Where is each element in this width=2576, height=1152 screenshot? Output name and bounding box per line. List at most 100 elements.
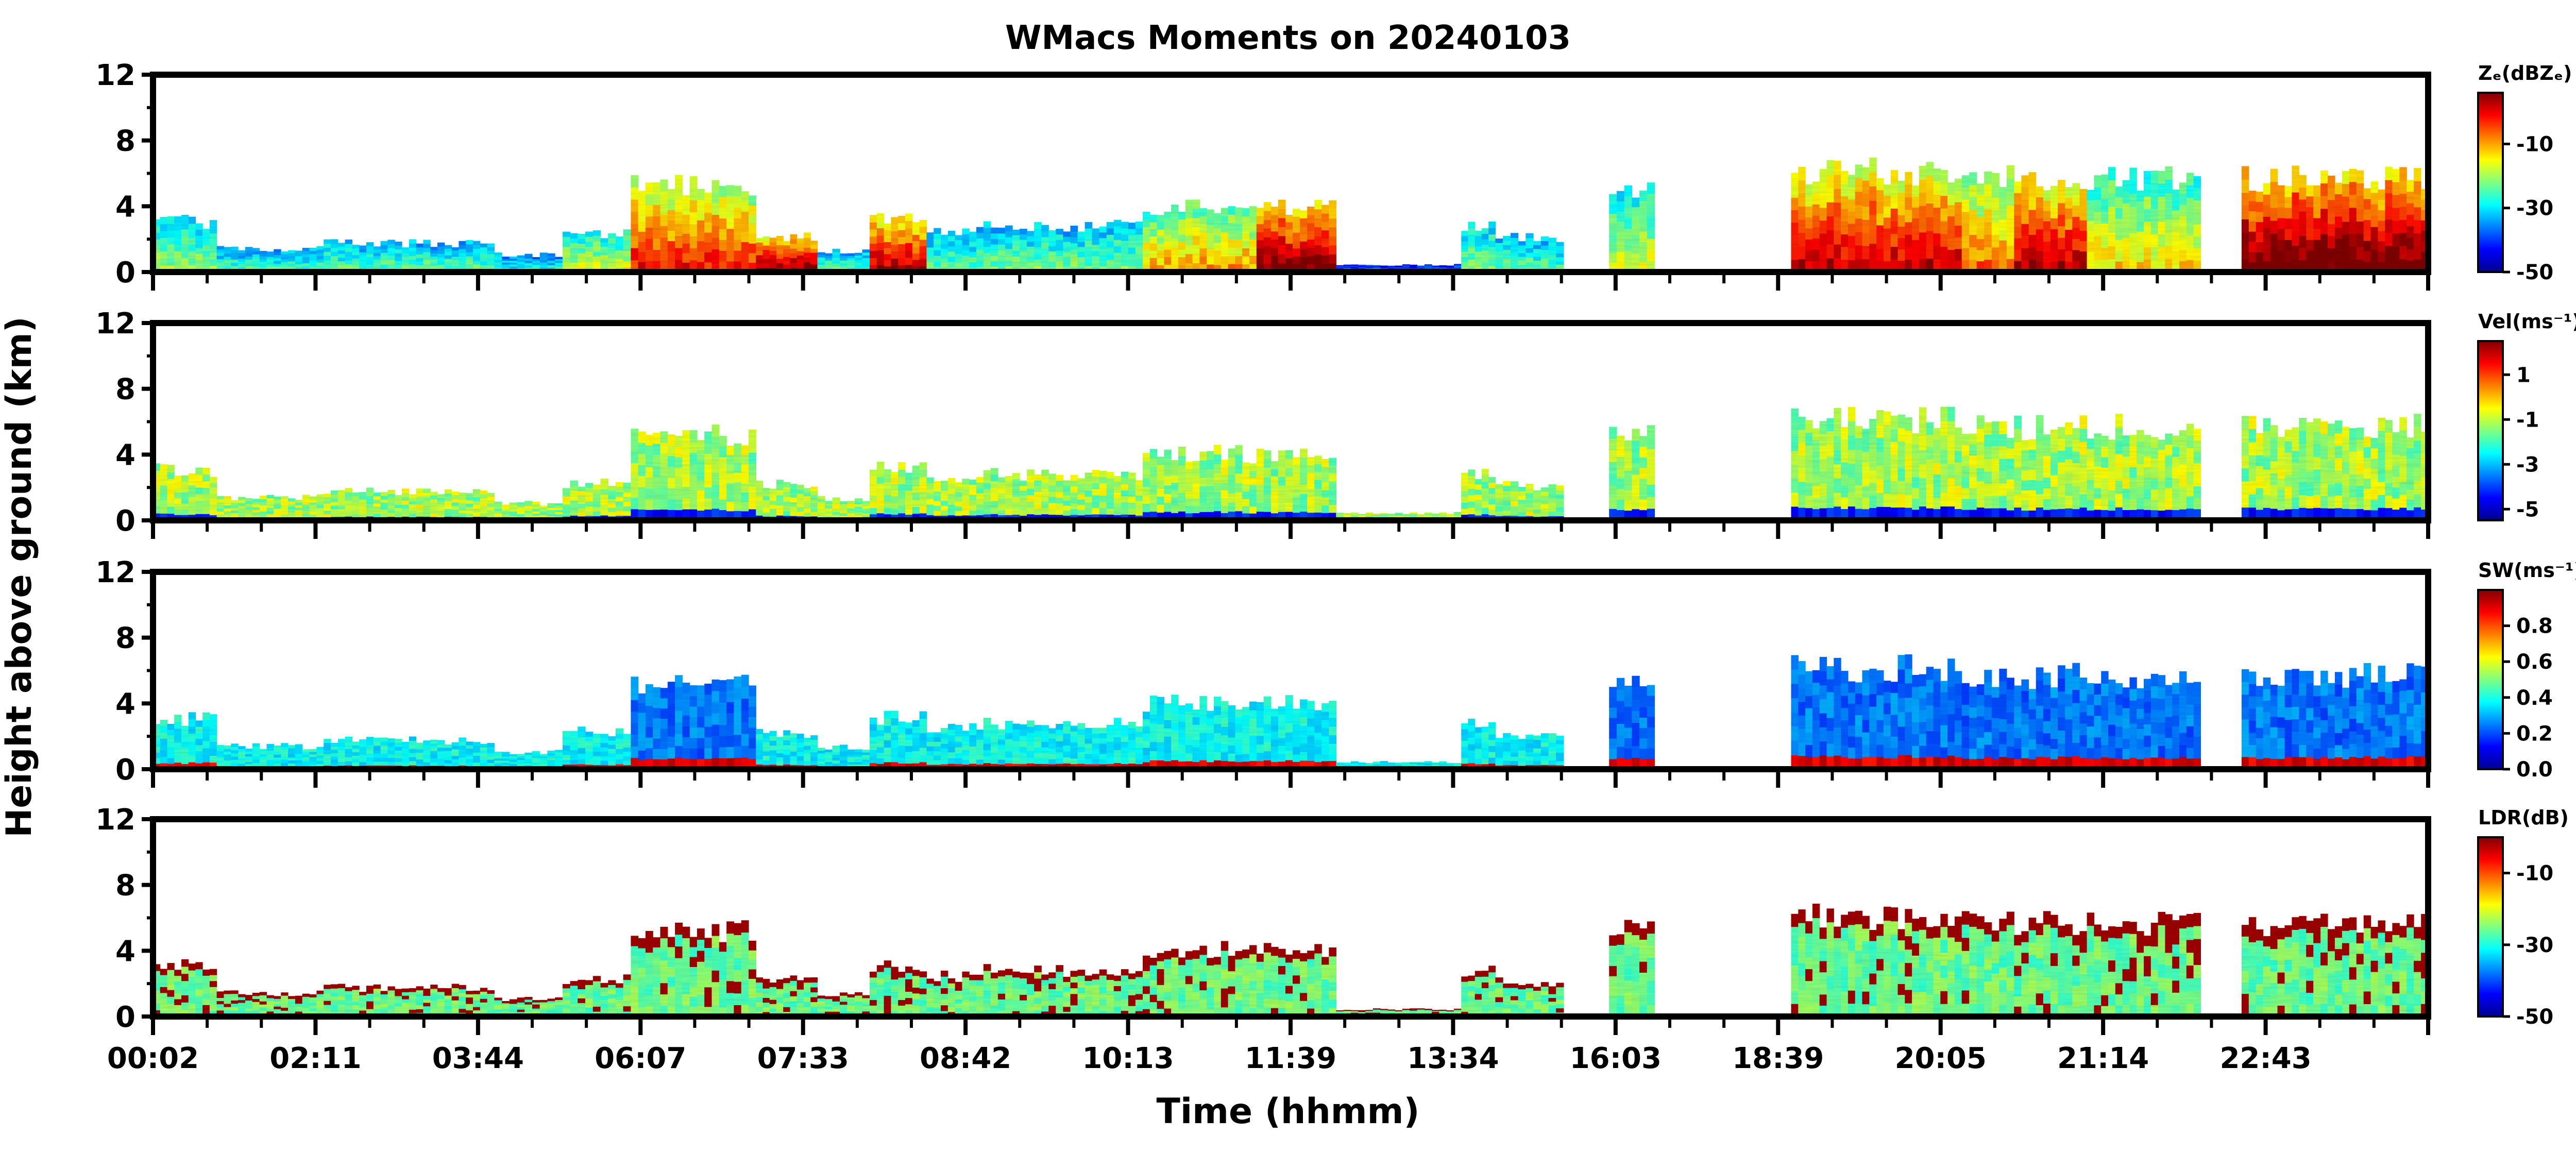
panel-reflectivity-cell-16-0-2 <box>1609 243 1617 253</box>
panel-velocity-cell-15-8-3 <box>1556 503 1564 508</box>
panel-velocity-cell-21-13-1 <box>2334 495 2343 509</box>
panel-velocity-cell-5-13-3 <box>726 483 734 493</box>
panel-reflectivity-cell-15-4-7 <box>1526 233 1534 239</box>
panel-velocity-cell-19-0-6 <box>2014 429 2022 443</box>
panel-velocity-cell-10-21-6 <box>1135 485 1143 491</box>
panel-velocity-cell-18-4-6 <box>1991 434 1999 447</box>
panel-spectrum-width-cell-0-0-2 <box>153 752 161 758</box>
panel-reflectivity-cell-21-14-5 <box>2342 196 2350 209</box>
panel-reflectivity-cell-3-5-2 <box>532 266 540 269</box>
panel-velocity-cell-10-19-3 <box>1121 496 1129 503</box>
panel-spectrum-width-cell-1-11-2 <box>295 759 303 764</box>
panel-reflectivity-cell-4-8-7 <box>623 229 631 235</box>
panel-velocity-cell-13-9-7 <box>1402 514 1410 515</box>
panel-velocity-cell-3-7-7 <box>547 503 555 506</box>
panel-reflectivity-cell-5-0-2 <box>631 235 639 248</box>
panel-velocity-cell-6-5-5 <box>790 493 798 498</box>
panel-velocity-cell-11-10-1 <box>1214 501 1222 512</box>
panel-spectrum-width-cell-0-3-1 <box>174 755 182 763</box>
panel-reflectivity-cell-20-0-5 <box>2087 210 2094 221</box>
panel-reflectivity-cell-1-10-3 <box>288 261 296 264</box>
panel-velocity-cell-5-6-4 <box>675 467 683 479</box>
panel-reflectivity-cell-8-1-5 <box>876 228 885 236</box>
panel-reflectivity-cell-8-3-4 <box>891 238 899 245</box>
panel-reflectivity-cell-18-6-1 <box>2006 245 2014 259</box>
panel-reflectivity-cell-21-18-2 <box>2370 238 2379 250</box>
panel-velocity-cell-10-3-1 <box>1005 509 1013 515</box>
panel-velocity-cell-0-1-3 <box>160 492 167 500</box>
panel-reflectivity-cell-0-7-7 <box>202 229 210 235</box>
panel-reflectivity-cell-1-2-3 <box>231 259 239 263</box>
panel-spectrum-width-cell-2-12-6 <box>409 740 417 745</box>
panel-velocity-cell-12-6-5 <box>1300 466 1308 476</box>
panel-velocity-cell-16-3-3 <box>1632 475 1640 486</box>
panel-velocity-cell-17-9-6 <box>1855 437 1863 450</box>
panel-spectrum-width-cell-1-11-7 <box>295 744 303 748</box>
panel-velocity-cell-1-13-4 <box>309 505 317 509</box>
panel-velocity-cell-17-23-4 <box>1954 462 1962 475</box>
panel-reflectivity-cell-18-5-1 <box>1999 250 2007 262</box>
panel-velocity-cell-3-0-1 <box>494 515 502 518</box>
panel-reflectivity-cell-7-1-7 <box>825 253 833 256</box>
panel-velocity-cell-13-10-4 <box>1410 515 1418 517</box>
panel-velocity-cell-17-20-4 <box>1933 463 1941 475</box>
panel-velocity-cell-3-2-4 <box>509 509 518 512</box>
panel-reflectivity-cell-10-14-1 <box>1084 259 1093 266</box>
panel-reflectivity-cell-2-9-3 <box>387 256 395 261</box>
panel-velocity-cell-1-12-3 <box>302 507 310 511</box>
panel-spectrum-width-cell-0-2-7 <box>167 724 175 730</box>
panel-velocity-cell-19-1-3 <box>2021 480 2029 491</box>
panel-reflectivity-cell-15-4-5 <box>1526 243 1534 248</box>
panel-reflectivity-cell-6-5-6 <box>790 239 798 244</box>
panel-reflectivity-cell-8-0-1 <box>870 258 877 265</box>
panel-reflectivity-cell-1-14-4 <box>316 256 324 260</box>
panel-reflectivity-cell-17-20-4 <box>1933 207 1941 221</box>
panel-reflectivity-cell-5-5-7 <box>667 189 675 200</box>
panel-velocity-cell-19-4-2 <box>2043 488 2051 499</box>
panel-reflectivity-cell-14-2-1 <box>1475 262 1482 267</box>
panel-reflectivity-cell-5-9-2 <box>697 241 705 252</box>
panel-velocity-cell-1-7-2 <box>266 511 274 515</box>
panel-reflectivity-cell-1-11-6 <box>295 253 303 257</box>
panel-reflectivity-cell-5-4-6 <box>660 191 668 203</box>
panel-reflectivity-cell-10-14-5 <box>1084 234 1093 241</box>
panel-velocity-cell-1-5-7 <box>252 499 260 502</box>
panel-reflectivity-cell-6-8-2 <box>810 260 818 265</box>
panel-velocity-cell-18-4-5 <box>1991 446 1999 459</box>
panel-velocity-cell-2-0-4 <box>324 503 331 507</box>
panel-reflectivity-cell-17-0-7 <box>1791 173 1799 185</box>
panel-spectrum-width-cell-2-14-6 <box>423 744 431 748</box>
panel-velocity-cell-11-14-3 <box>1242 491 1250 499</box>
panel-reflectivity-cell-20-2-5 <box>2101 198 2109 212</box>
panel-velocity-cell-1-9-3 <box>281 508 289 512</box>
panel-velocity-cell-8-0-6 <box>870 476 877 483</box>
panel-velocity-cell-1-5-5 <box>252 504 260 507</box>
panel-reflectivity-cell-15-8-1 <box>1556 264 1564 269</box>
panel-reflectivity-cell-5-10-5 <box>704 212 713 223</box>
panel-reflectivity-cell-20-10-4 <box>2158 209 2165 222</box>
panel-velocity-cell-10-9-5 <box>1048 485 1056 492</box>
panel-velocity-cell-3-7-3 <box>547 512 555 515</box>
panel-reflectivity-cell-17-22-6 <box>1947 193 1955 206</box>
panel-velocity-cell-17-17-3 <box>1912 477 1920 488</box>
panel-velocity-cell-1-4-5 <box>245 503 253 507</box>
panel-velocity-cell-3-2-2 <box>509 514 518 516</box>
panel-reflectivity-cell-9-4-7 <box>955 235 962 240</box>
panel-reflectivity-cell-5-1-2 <box>638 241 646 252</box>
panel-velocity-cell-5-15-6 <box>741 454 749 465</box>
panel-velocity-cell-11-8-6 <box>1199 460 1207 469</box>
panel-velocity-cell-17-6-1 <box>1834 492 1841 507</box>
panel-velocity-cell-20-8-3 <box>2144 478 2151 489</box>
panel-velocity-cell-2-15-7 <box>430 492 438 496</box>
panel-reflectivity-cell-3-2-3 <box>509 264 518 267</box>
panel-reflectivity-cell-21-14-1 <box>2342 247 2350 260</box>
panel-reflectivity-cell-11-0-3 <box>1143 242 1150 250</box>
panel-velocity-cell-0-5-6 <box>188 479 196 486</box>
panel-velocity-cell-9-2-2 <box>941 505 948 511</box>
panel-velocity-cell-11-14-4 <box>1242 484 1250 492</box>
panel-velocity-cell-2-23-7 <box>487 493 495 497</box>
panel-velocity-cell-6-2-4 <box>769 500 777 505</box>
panel-velocity-cell-16-4-7 <box>1639 436 1648 447</box>
panel-velocity-cell-1-5-6 <box>252 501 260 505</box>
panel-velocity-cell-1-4-4 <box>245 506 253 510</box>
